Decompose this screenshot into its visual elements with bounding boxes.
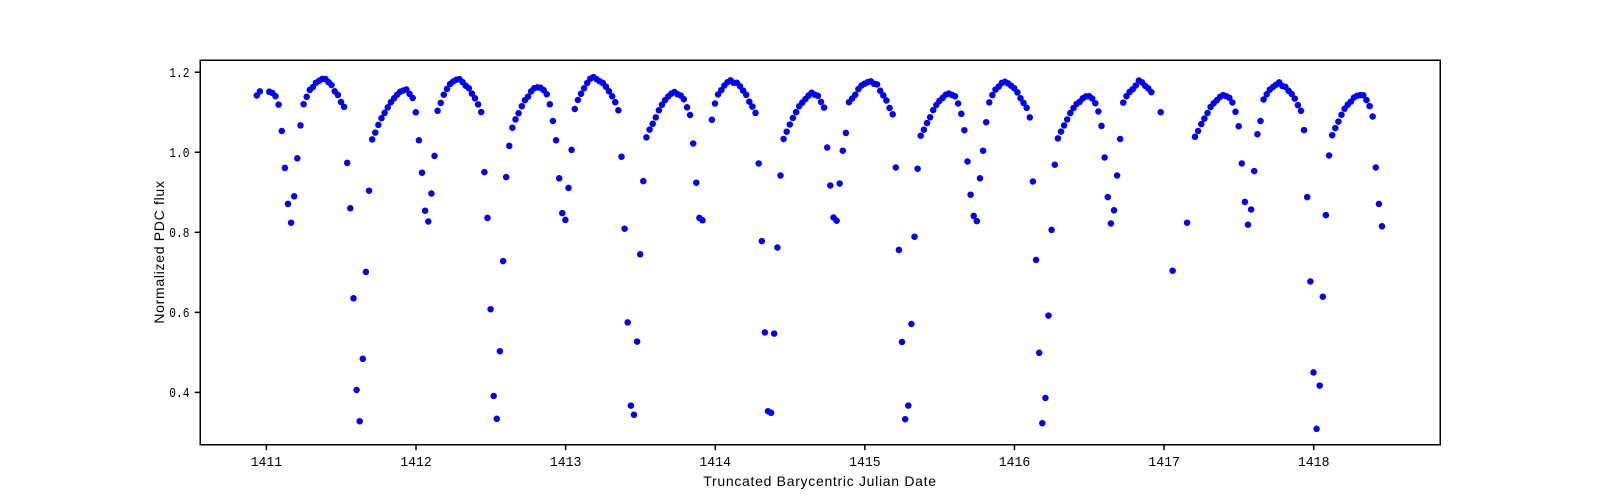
svg-text:1412: 1412: [400, 456, 432, 471]
svg-text:0.8: 0.8: [169, 227, 189, 242]
svg-text:0.4: 0.4: [169, 387, 189, 402]
svg-text:Truncated Barycentric Julian D: Truncated Barycentric Julian Date: [703, 473, 936, 489]
svg-text:0.6: 0.6: [169, 307, 189, 322]
svg-text:1411: 1411: [251, 456, 283, 471]
svg-text:1.2: 1.2: [169, 67, 189, 82]
svg-text:1416: 1416: [999, 456, 1031, 471]
svg-text:1.0: 1.0: [169, 147, 189, 162]
svg-text:Normalized PDC flux: Normalized PDC flux: [151, 180, 167, 323]
svg-text:1417: 1417: [1148, 456, 1180, 471]
svg-text:1418: 1418: [1298, 456, 1330, 471]
svg-text:1415: 1415: [849, 456, 881, 471]
svg-text:1413: 1413: [550, 456, 582, 471]
svg-text:1414: 1414: [699, 456, 731, 471]
